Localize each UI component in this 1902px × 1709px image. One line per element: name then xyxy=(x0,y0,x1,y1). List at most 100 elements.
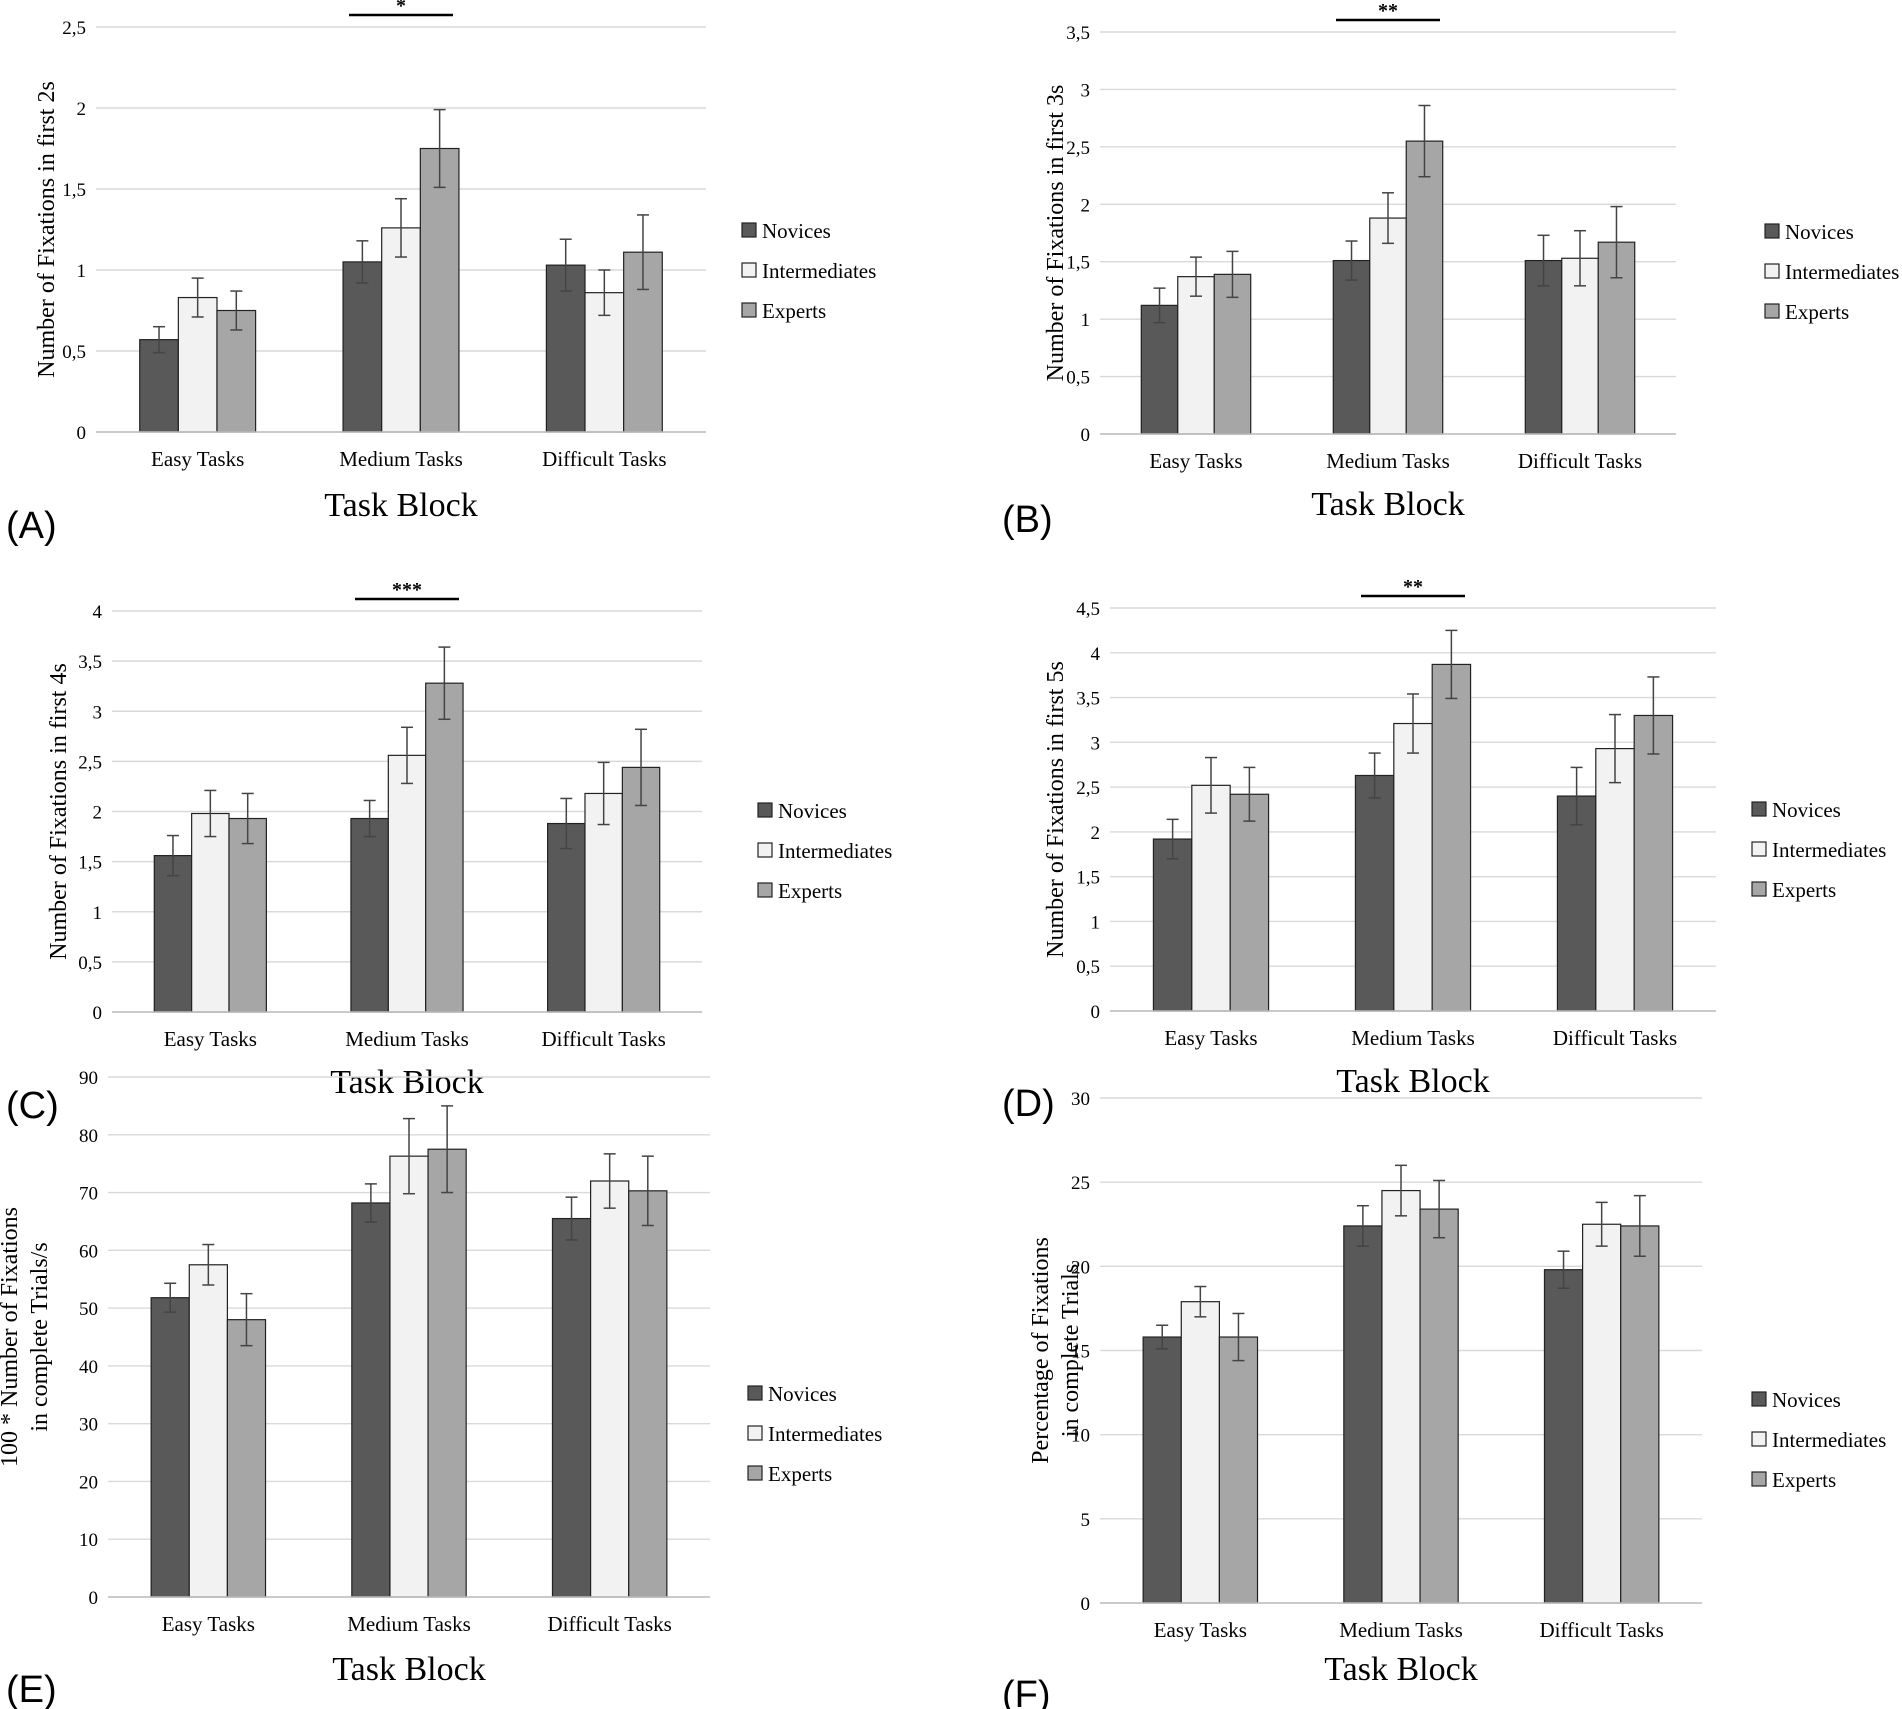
y-tick-label: 20 xyxy=(1071,1257,1090,1278)
bar-intermediates-medium xyxy=(387,754,427,1013)
y-tick-label: 4 xyxy=(1091,644,1101,665)
y-tick-label: 3 xyxy=(1081,80,1091,101)
y-tick-label: 10 xyxy=(79,1530,98,1551)
y-tick-label: 2 xyxy=(77,99,87,120)
x-tick-label: Easy Tasks xyxy=(151,447,244,471)
x-tick-label: Difficult Tasks xyxy=(541,1027,665,1051)
legend-label-experts: Experts xyxy=(1772,878,1836,902)
bar-novices-easy xyxy=(1152,838,1193,1012)
x-tick-label: Medium Tasks xyxy=(339,447,463,471)
y-tick-label: 1 xyxy=(1081,310,1091,331)
y-tick-label: 2,5 xyxy=(1066,138,1090,159)
x-axis-title: Task Block xyxy=(330,1064,483,1101)
significance-marker: *** xyxy=(392,579,422,601)
legend-label-experts: Experts xyxy=(1772,1468,1836,1492)
y-axis-title: Number of Fixations in first 4s xyxy=(46,663,72,960)
x-tick-label: Difficult Tasks xyxy=(542,447,666,471)
y-tick-label: 1 xyxy=(77,261,87,282)
x-axis-title: Task Block xyxy=(324,487,477,524)
bar-experts-medium xyxy=(1419,1208,1459,1604)
bar-experts-difficult xyxy=(1633,714,1674,1012)
legend-label-novices: Novices xyxy=(1772,1388,1841,1412)
x-tick-label: Easy Tasks xyxy=(162,1612,255,1636)
y-tick-label: 90 xyxy=(79,1068,98,1089)
y-tick-label: 0 xyxy=(93,1003,103,1024)
bar-novices-medium xyxy=(1354,774,1395,1012)
bar-novices-medium xyxy=(1343,1225,1383,1604)
legend-swatch-experts xyxy=(747,1465,763,1481)
bar-novices-medium xyxy=(1332,259,1371,435)
bar-intermediates-easy xyxy=(1177,276,1215,435)
x-tick-label: Medium Tasks xyxy=(345,1027,469,1051)
y-tick-label: 3,5 xyxy=(78,652,102,673)
bar-intermediates-medium xyxy=(1369,217,1407,435)
bar-novices-easy xyxy=(150,1297,190,1598)
bar-experts-medium xyxy=(427,1148,467,1598)
y-axis-title-line: Number of Fixations in first 2s xyxy=(34,81,60,378)
y-tick-label: 2 xyxy=(1081,195,1091,216)
x-tick-label: Medium Tasks xyxy=(1326,449,1450,473)
x-tick-label: Easy Tasks xyxy=(1164,1026,1257,1050)
bar-novices-difficult xyxy=(1556,795,1597,1012)
legend-swatch-experts xyxy=(1751,881,1767,897)
panel-tag: (F) xyxy=(1002,1674,1051,1709)
legend-label-experts: Experts xyxy=(1785,300,1849,324)
y-axis-title: Number of Fixations in first 5s xyxy=(1043,661,1069,958)
bar-intermediates-easy xyxy=(1180,1301,1220,1604)
x-tick-label: Difficult Tasks xyxy=(1553,1026,1677,1050)
bar-intermediates-difficult xyxy=(1595,748,1635,1012)
y-axis-title: Number of Fixations in first 3s xyxy=(1043,85,1069,382)
legend-swatch-novices xyxy=(1764,223,1780,239)
bar-intermediates-medium xyxy=(389,1155,429,1598)
legend-label-novices: Novices xyxy=(1772,798,1841,822)
legend-swatch-novices xyxy=(1751,801,1767,817)
legend-label-intermediates: Intermediates xyxy=(1772,838,1886,862)
y-tick-label: 1,5 xyxy=(1066,253,1090,274)
bar-novices-medium xyxy=(342,261,383,433)
legend-swatch-novices xyxy=(1751,1391,1767,1407)
y-tick-label: 2 xyxy=(1091,823,1101,844)
legend-label-experts: Experts xyxy=(778,879,842,903)
x-axis-title: Task Block xyxy=(332,1651,485,1688)
legend-swatch-experts xyxy=(1751,1471,1767,1487)
bar-novices-easy xyxy=(153,855,193,1013)
x-axis-title: Task Block xyxy=(1324,1651,1477,1688)
x-axis-title: Task Block xyxy=(1336,1063,1489,1100)
y-tick-label: 0 xyxy=(77,423,87,444)
legend-swatch-intermediates xyxy=(747,1425,763,1441)
legend-label-novices: Novices xyxy=(1785,220,1854,244)
y-tick-label: 70 xyxy=(79,1184,98,1205)
y-tick-label: 4,5 xyxy=(1076,599,1100,620)
bar-experts-easy xyxy=(1229,793,1270,1012)
y-tick-label: 3 xyxy=(1091,733,1101,754)
bar-intermediates-difficult xyxy=(1582,1223,1622,1604)
legend-swatch-intermediates xyxy=(1751,841,1767,857)
panel-tag: (B) xyxy=(1002,499,1053,541)
y-tick-label: 0 xyxy=(89,1588,99,1609)
significance-marker: * xyxy=(396,0,406,17)
x-tick-label: Medium Tasks xyxy=(347,1612,471,1636)
bar-intermediates-easy xyxy=(1191,784,1231,1012)
y-axis-title-line: in complete Trials xyxy=(1058,1264,1084,1437)
bar-experts-difficult xyxy=(628,1190,668,1598)
y-tick-label: 0 xyxy=(1081,1594,1091,1615)
y-tick-label: 0 xyxy=(1091,1002,1101,1023)
legend-label-intermediates: Intermediates xyxy=(762,259,876,283)
y-tick-label: 0,5 xyxy=(78,953,102,974)
bar-experts-medium xyxy=(1431,663,1472,1012)
y-axis-title-line: Number of Fixations in first 5s xyxy=(1043,661,1069,958)
bar-novices-easy xyxy=(1140,304,1179,435)
y-tick-label: 50 xyxy=(79,1299,98,1320)
chart-panel-e: 0 10 20 30 40 50 60 70 80 90 100 * Number of Fixat… xyxy=(0,1068,882,1709)
bar-experts-medium xyxy=(1405,140,1444,435)
panel-tag: (D) xyxy=(1002,1083,1055,1125)
y-tick-label: 30 xyxy=(79,1415,98,1436)
bar-intermediates-medium xyxy=(381,227,421,433)
significance-marker: ** xyxy=(1378,0,1398,22)
panel-tag: (A) xyxy=(6,505,57,547)
legend-swatch-experts xyxy=(757,882,773,898)
bar-novices-difficult xyxy=(1524,259,1563,435)
legend-label-intermediates: Intermediates xyxy=(1785,260,1899,284)
